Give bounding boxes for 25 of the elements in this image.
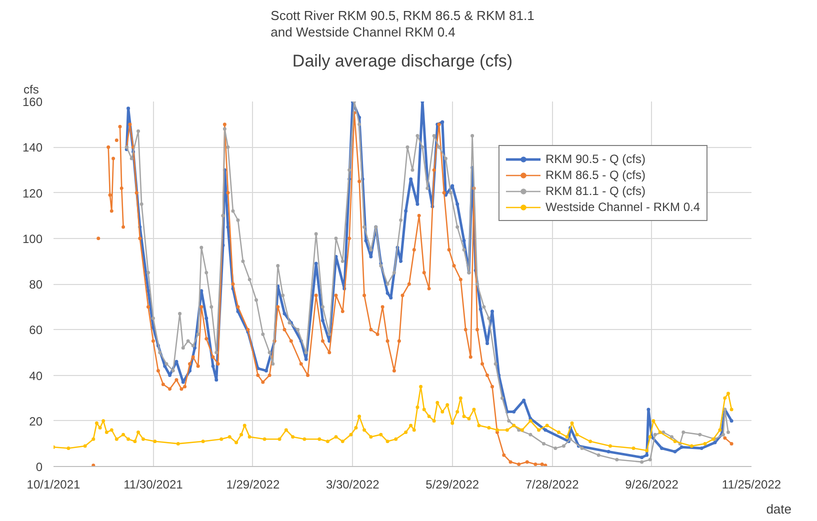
y-tick-label: 40 — [29, 368, 43, 383]
x-axis-title: date — [766, 502, 792, 516]
chart-subtitle: Daily average discharge (cfs) — [292, 52, 513, 70]
x-tick-label: 11/25/2022 — [722, 478, 782, 492]
y-tick-label: 80 — [29, 278, 43, 292]
x-tick-label: 9/26/2022 — [625, 478, 679, 492]
y-tick-label: 140 — [22, 140, 43, 155]
y-tick-label: 100 — [22, 232, 43, 246]
x-tick-label: 10/1/2021 — [26, 478, 81, 492]
legend-label: Westside Channel - RKM 0.4 — [545, 200, 700, 214]
y-tick-label: 0 — [36, 460, 43, 474]
y-axis-title: cfs — [24, 82, 39, 96]
legend-label: RKM 86.5 - Q (cfs) — [545, 168, 646, 182]
y-tick-label: 20 — [29, 414, 43, 428]
chart-title: Scott River RKM 90.5, RKM 86.5 & RKM 81.1 and Westside Channel RKM 0.4 — [270, 8, 534, 40]
y-tick-label: 60 — [29, 323, 43, 338]
y-tick-label: 120 — [22, 186, 43, 200]
x-tick-label: 7/28/2022 — [525, 478, 580, 492]
legend-label: RKM 81.1 - Q (cfs) — [545, 184, 646, 198]
x-tick-label: 3/30/2022 — [326, 478, 380, 492]
legend-label: RKM 90.5 - Q (cfs) — [545, 152, 646, 166]
x-tick-label: 1/29/2022 — [226, 478, 280, 492]
x-tick-label: 11/30/2021 — [124, 478, 184, 492]
x-tick-label: 5/29/2022 — [426, 478, 480, 492]
y-tick-label: 160 — [22, 95, 43, 109]
